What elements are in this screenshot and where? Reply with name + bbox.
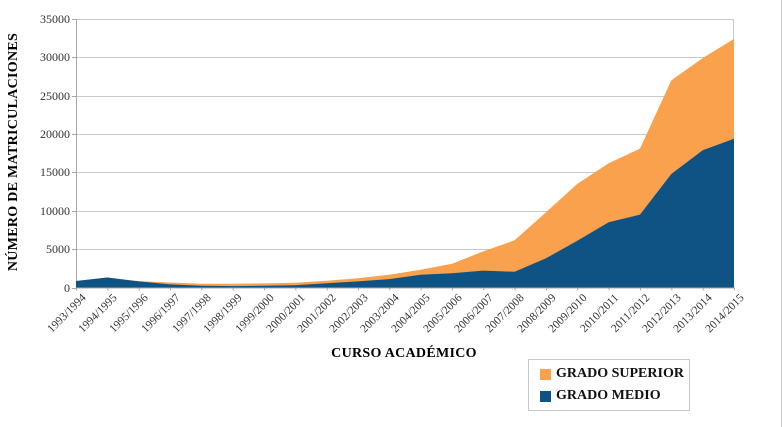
legend-item-grado-medio: GRADO MEDIO xyxy=(540,388,689,404)
x-axis-title: CURSO ACADÉMICO xyxy=(331,346,477,361)
grado-superior-swatch-icon xyxy=(540,368,551,380)
grado-medio-swatch-icon xyxy=(540,390,551,402)
page-border-line xyxy=(781,0,782,427)
y-tick-label: 5000 xyxy=(46,242,70,257)
y-tick-label: 20000 xyxy=(40,127,70,142)
y-tick-label: 10000 xyxy=(40,203,70,218)
y-tick-label: 35000 xyxy=(40,12,70,26)
legend-item-grado-superior: GRADO SUPERIOR xyxy=(540,366,689,382)
y-tick-label: 15000 xyxy=(40,165,70,180)
area-series-grado-medio xyxy=(76,138,734,288)
legend-label-grado-superior: GRADO SUPERIOR xyxy=(556,366,684,381)
y-tick-label: 0 xyxy=(64,280,70,295)
legend: GRADO SUPERIOR GRADO MEDIO xyxy=(528,359,690,411)
legend-label-grado-medio: GRADO MEDIO xyxy=(556,388,661,403)
y-tick-label: 25000 xyxy=(40,88,70,103)
y-axis-title: NÚMERO DE MATRICULACIONES xyxy=(6,32,21,272)
area-series-grado-superior xyxy=(76,38,734,288)
y-tick-label: 30000 xyxy=(40,50,70,65)
